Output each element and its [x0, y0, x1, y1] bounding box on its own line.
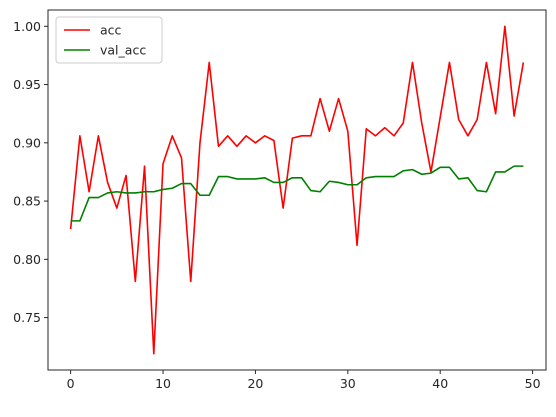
y-tick-label: 0.85	[13, 194, 41, 209]
series-line-val-acc	[70, 165, 524, 222]
legend-label-acc: acc	[100, 23, 122, 38]
y-axis: 0.75 0.80 0.85 0.90 0.95 1.00	[13, 19, 48, 325]
x-tick-label: 10	[155, 376, 171, 391]
legend: acc val_acc	[55, 16, 163, 64]
legend-label-val-acc: val_acc	[100, 43, 146, 58]
x-tick-label: 20	[247, 376, 263, 391]
x-tick-label: 50	[525, 376, 541, 391]
legend-box	[55, 16, 163, 64]
y-tick-label: 0.75	[13, 310, 41, 325]
series-line-acc	[69, 25, 525, 355]
x-tick-label: 40	[432, 376, 448, 391]
x-axis: 0 10 20 30 40 50	[67, 370, 541, 391]
y-tick-label: 1.00	[13, 19, 41, 34]
x-tick-label: 0	[67, 376, 75, 391]
y-tick-label: 0.80	[13, 252, 41, 267]
y-tick-label: 0.95	[13, 77, 41, 92]
y-tick-label: 0.90	[13, 135, 41, 150]
plot-area-frame	[47, 9, 547, 371]
series-layer	[69, 25, 525, 355]
x-tick-label: 30	[340, 376, 356, 391]
